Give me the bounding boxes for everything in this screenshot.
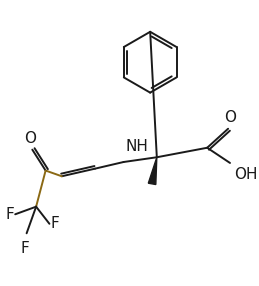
- Text: O: O: [224, 110, 236, 125]
- Text: O: O: [24, 131, 37, 146]
- Polygon shape: [148, 157, 157, 184]
- Text: F: F: [20, 241, 29, 256]
- Text: OH: OH: [234, 167, 257, 182]
- Text: F: F: [51, 216, 60, 231]
- Text: F: F: [5, 207, 14, 222]
- Text: NH: NH: [125, 139, 148, 154]
